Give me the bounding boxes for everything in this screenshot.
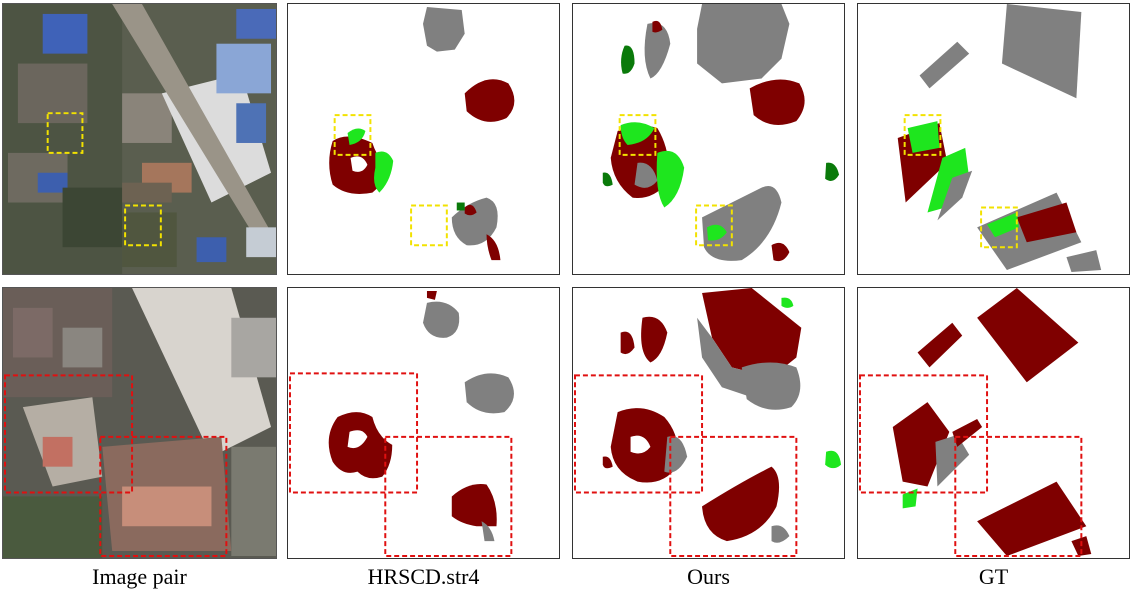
hrscd-map-row2 — [287, 287, 560, 559]
yellow-box-2 — [410, 204, 448, 247]
gt-map-row2 — [857, 287, 1130, 559]
yellow-box-1 — [903, 114, 942, 156]
column-label-gt: GT — [978, 564, 1009, 589]
red-box-1 — [4, 374, 134, 494]
red-box-2 — [669, 435, 798, 558]
column-label-image-pair: Image pair — [92, 564, 187, 589]
red-box-2 — [99, 435, 228, 558]
yellow-box-2 — [124, 204, 162, 247]
hrscd-map-row1 — [287, 3, 560, 275]
column-label-hrscd: HRSCD.str4 — [367, 564, 480, 589]
yellow-box-2 — [980, 206, 1018, 249]
red-box-2 — [954, 435, 1083, 558]
satellite-image-row1 — [2, 3, 277, 275]
yellow-box-1 — [46, 112, 84, 154]
yellow-box-1 — [618, 114, 657, 156]
ours-map-row2 — [572, 287, 845, 559]
column-label-ours: Ours — [687, 564, 730, 589]
satellite-image-row2 — [2, 287, 277, 559]
red-box-2 — [384, 435, 513, 558]
yellow-box-1 — [333, 114, 372, 156]
gt-map-row1 — [857, 3, 1130, 275]
yellow-box-2 — [695, 204, 733, 247]
ours-map-row1 — [572, 3, 845, 275]
